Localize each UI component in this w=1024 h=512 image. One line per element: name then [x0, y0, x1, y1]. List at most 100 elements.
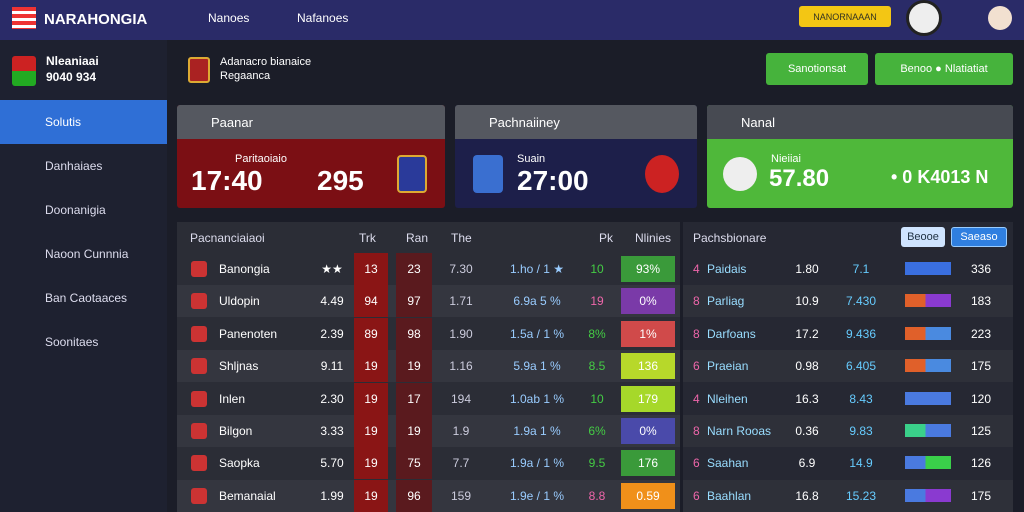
- badge-button[interactable]: NANORNAAAN: [799, 6, 891, 27]
- nav-link[interactable]: Nanoes: [208, 11, 250, 25]
- team-icon: [191, 455, 207, 472]
- player-name: Narn Rooas: [707, 424, 772, 438]
- stat: 16.3: [795, 391, 819, 406]
- pk: 10: [590, 391, 604, 406]
- stat: 175: [970, 359, 992, 374]
- bar: [905, 391, 951, 405]
- ratio: 1.5a / 1 %: [509, 326, 565, 341]
- header-title: Adanacro bianaice: [220, 56, 312, 68]
- rating: 1.99: [320, 488, 344, 503]
- match-card: Paanar Paritaoiaio 17:40 295: [177, 105, 445, 208]
- stat: 8.43: [849, 391, 873, 406]
- team-name: Shljnas: [219, 359, 259, 374]
- table-row: Shljnas 9.11 19 19 1.16 5.9a 1 % 8.5 136: [177, 350, 680, 383]
- player-name: Praeian: [707, 359, 749, 374]
- player-name: Nleihen: [707, 391, 748, 406]
- stat: 0.98: [795, 359, 819, 374]
- card-time: 17:40: [191, 165, 263, 196]
- card-label: Paritaoiaio: [235, 153, 287, 165]
- table-row: Panenoten 2.39 89 98 1.90 1.5a / 1 % 8% 1%: [177, 317, 680, 350]
- team-icon: [191, 261, 207, 277]
- filter-button[interactable]: Beooe: [901, 227, 945, 247]
- card-label: Nieiiai: [771, 153, 801, 165]
- rank: 6: [693, 359, 700, 374]
- rank: 6: [693, 456, 700, 471]
- stat: 125: [970, 424, 992, 438]
- table-row: 4 Nleihen 16.3 8.43 120: [683, 382, 1013, 415]
- nav-link[interactable]: Nafanoes: [297, 11, 349, 25]
- player-name: Parliag: [707, 294, 745, 309]
- stats-table: Pacnanciaiaoi Trk Ran The Pk Nlinies Banongia ★…: [177, 222, 680, 512]
- trk: 19: [354, 479, 388, 512]
- card-label: Suain: [517, 153, 546, 165]
- bar: [905, 488, 951, 502]
- ran: 17: [396, 382, 432, 415]
- stat: 16.8: [795, 488, 819, 503]
- filter-button[interactable]: Saeaso: [951, 227, 1007, 247]
- sidebar: Nleaniaai 9040 934 Solutis Danhaiaes Doona…: [0, 40, 167, 512]
- the: 1.90: [449, 326, 473, 341]
- the: 1.16: [449, 359, 473, 374]
- menu-item[interactable]: Danhaiaes: [45, 159, 103, 173]
- menu-item[interactable]: Soonitaes: [45, 335, 99, 349]
- team-badge: [397, 155, 427, 193]
- rating: 5.70: [320, 456, 344, 471]
- menu-item[interactable]: Doonanigia: [45, 203, 106, 217]
- logo-icon: [12, 7, 36, 29]
- card-header: Paanar: [177, 105, 445, 139]
- bar: [905, 424, 951, 437]
- menu-item[interactable]: Ban Caotaaces: [45, 291, 128, 305]
- table-row: Uldopin 4.49 94 97 1.71 6.9a 5 % 19 0%: [177, 285, 680, 318]
- pk: 6%: [588, 424, 606, 438]
- action-button[interactable]: Sanotionsat: [766, 53, 868, 85]
- team-name: Uldopin: [219, 294, 260, 309]
- column-header: The: [451, 231, 472, 245]
- ran: 23: [396, 253, 432, 285]
- bar: [905, 359, 951, 373]
- team-name: Nleaniaai: [46, 54, 99, 68]
- stat: 6.405: [845, 359, 877, 374]
- team-name: Banongia: [219, 262, 270, 276]
- table-row: 8 Narn Rooas 0.36 9.83 125: [683, 415, 1013, 447]
- match-card: Pachnaiiney Suain 27:00: [455, 105, 697, 208]
- card-header: Pachnaiiney: [455, 105, 697, 139]
- rating: 3.33: [320, 424, 344, 438]
- pk: 9.5: [588, 456, 606, 471]
- rank: 4: [693, 262, 700, 276]
- trk: 94: [354, 285, 388, 318]
- menu-item[interactable]: Naoon Cunnnia: [45, 247, 129, 261]
- player-name: Darfoans: [707, 326, 756, 341]
- stat: 0.36: [795, 424, 819, 438]
- stat: 10.9: [795, 294, 819, 309]
- table-row: Bemanaial 1.99 19 96 159 1.9e / 1 % 8.8 0.59: [177, 479, 680, 512]
- menu: Solutis Danhaiaes Doonanigia Naoon Cunnnia B…: [0, 100, 167, 364]
- stat: 14.9: [849, 456, 873, 471]
- action-button[interactable]: Benoo ● Nlatiatiat: [875, 53, 1013, 85]
- team-icon: [191, 325, 207, 342]
- trk: 19: [354, 447, 388, 480]
- team-icon: [191, 487, 207, 504]
- stat: 6.9: [798, 456, 816, 471]
- pct: 0%: [621, 288, 675, 315]
- stat: 120: [970, 391, 992, 406]
- ran: 19: [396, 350, 432, 383]
- pk: 10: [590, 262, 604, 276]
- bar: [905, 326, 951, 340]
- stat: 183: [970, 294, 992, 309]
- pct: 176: [621, 450, 675, 477]
- pk: 8%: [588, 326, 606, 341]
- stat: 126: [970, 456, 992, 471]
- trk: 89: [354, 317, 388, 350]
- team-badge: [723, 157, 757, 191]
- menu-item[interactable]: Solutis: [0, 100, 167, 144]
- table-row: Inlen 2.30 19 17 194 1.0ab 1 % 10 179: [177, 382, 680, 415]
- pk: 8.5: [588, 359, 606, 374]
- profile-icon[interactable]: [988, 6, 1012, 30]
- bar: [905, 262, 951, 275]
- stat: 15.23: [845, 488, 877, 503]
- the: 159: [450, 488, 472, 503]
- bar: [905, 456, 951, 470]
- table-title: Pachsbionare: [693, 231, 767, 245]
- avatar[interactable]: [906, 0, 942, 36]
